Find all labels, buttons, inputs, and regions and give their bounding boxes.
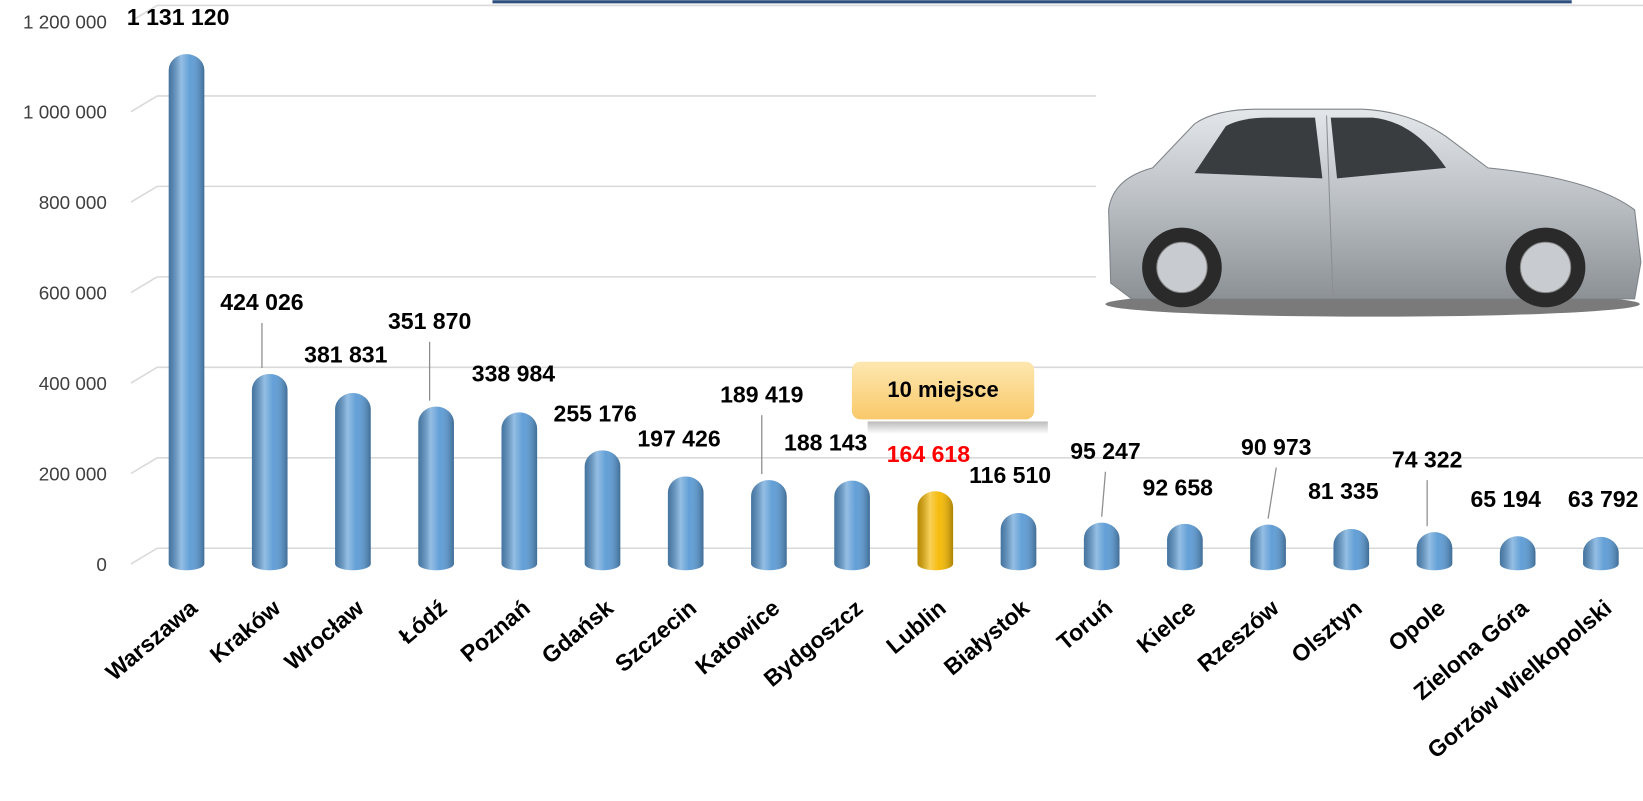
x-tick-label: Warszawa — [101, 594, 203, 685]
annotation-text: 10 miejsce — [887, 377, 998, 402]
bar-shine — [1333, 528, 1370, 571]
x-tick-label: Opole — [1383, 594, 1450, 656]
bar-shine — [501, 412, 538, 571]
value-label: 81 335 — [1308, 478, 1379, 504]
grid-line-depth — [130, 547, 158, 565]
x-tick-label: Wrocław — [279, 594, 368, 675]
car-door-line — [1326, 115, 1334, 294]
bar-shine — [418, 406, 454, 571]
x-tick-label: Rzeszów — [1192, 594, 1283, 677]
y-tick-label: 1 200 000 — [23, 11, 107, 32]
car-rim — [1156, 241, 1208, 294]
bar-shine — [1416, 532, 1453, 571]
y-tick-label: 200 000 — [39, 464, 107, 485]
leader-line — [1101, 471, 1107, 517]
value-label: 381 831 — [304, 342, 387, 368]
annotation-box — [851, 361, 1035, 420]
bar-shine — [1250, 524, 1286, 571]
value-label: 189 419 — [720, 381, 803, 407]
value-label: 164 618 — [887, 441, 970, 467]
grid-line-depth — [130, 276, 158, 294]
value-label: 63 792 — [1568, 486, 1639, 512]
x-tick-label: Kraków — [205, 594, 286, 667]
grid-line-depth — [130, 4, 158, 22]
bar-shine — [1000, 513, 1037, 571]
value-label: 338 984 — [472, 360, 555, 386]
x-tick-label: Toruń — [1052, 594, 1117, 655]
value-label: 1 131 120 — [127, 4, 230, 30]
y-tick-label: 800 000 — [39, 192, 107, 213]
x-tick-label: Olsztyn — [1286, 594, 1366, 667]
value-label: 65 194 — [1470, 486, 1541, 512]
bar-shine — [584, 450, 621, 571]
bar-shine — [834, 480, 870, 571]
grid-line-depth — [130, 95, 158, 113]
value-label: 255 176 — [554, 400, 637, 426]
car-rim — [1519, 241, 1572, 294]
x-tick-label: Łódź — [394, 594, 452, 648]
y-tick-label: 400 000 — [39, 373, 107, 394]
x-tick-label: Kielce — [1132, 594, 1201, 658]
bar-shine — [1583, 536, 1619, 571]
bar-shine — [168, 54, 205, 571]
y-tick-label: 1 000 000 — [23, 102, 107, 123]
x-tick-label: Lublin — [881, 594, 951, 658]
bar-shine — [335, 393, 371, 571]
annotation-shadow — [867, 421, 1048, 435]
x-tick-label: Szczecin — [610, 594, 701, 676]
value-label: 95 247 — [1070, 438, 1140, 464]
y-tick-label: 600 000 — [39, 283, 107, 304]
bar-shine — [917, 491, 954, 571]
grid-line-depth — [130, 366, 158, 384]
car-window — [1330, 117, 1447, 179]
x-tick-label: Poznań — [455, 594, 534, 667]
value-label: 197 426 — [637, 425, 720, 451]
bar-shine — [1083, 522, 1120, 571]
value-label: 116 510 — [969, 462, 1051, 488]
value-label: 90 973 — [1241, 434, 1312, 460]
bar-shine — [1499, 536, 1536, 571]
x-tick-label: Gdańsk — [537, 594, 619, 668]
value-label: 424 026 — [220, 289, 303, 315]
bar-shine — [251, 373, 288, 571]
car-window — [1194, 117, 1323, 179]
value-label: 188 143 — [784, 430, 867, 456]
value-label: 74 322 — [1392, 446, 1462, 472]
grid-line-depth — [130, 457, 158, 475]
annotation: 10 miejsce — [851, 361, 1048, 435]
bar-shine — [667, 476, 704, 571]
bar-shine — [1167, 523, 1203, 571]
y-tick-label: 0 — [96, 554, 107, 575]
car-image — [1096, 84, 1643, 326]
value-label: 92 658 — [1143, 475, 1214, 501]
top-strip — [492, 0, 1572, 4]
grid-line-depth — [130, 185, 158, 203]
value-label: 351 870 — [388, 308, 471, 334]
leader-line — [1267, 467, 1277, 519]
x-tick-label: Białystok — [939, 594, 1034, 680]
bar-shine — [751, 480, 787, 571]
